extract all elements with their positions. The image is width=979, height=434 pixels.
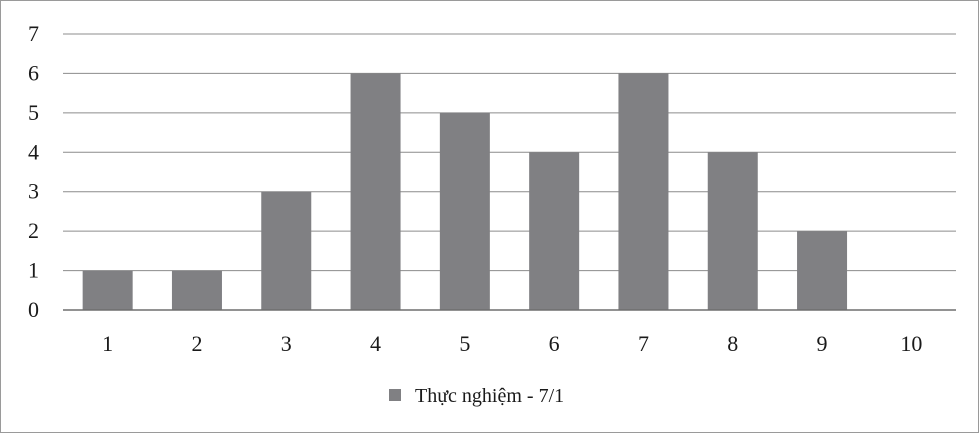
legend-label: Thực nghiệm - 7/1 — [415, 385, 564, 407]
bar — [261, 191, 312, 310]
bar — [707, 152, 758, 310]
bar — [797, 231, 848, 310]
x-tick-label: 3 — [281, 331, 292, 356]
bar — [171, 270, 222, 310]
bar — [529, 152, 580, 310]
y-tick-label: 1 — [28, 258, 39, 283]
x-tick-label: 10 — [900, 331, 922, 356]
x-tick-label: 4 — [370, 331, 381, 356]
x-tick-label: 5 — [459, 331, 470, 356]
y-tick-label: 0 — [28, 297, 39, 322]
y-tick-label: 3 — [28, 179, 39, 204]
bar — [82, 270, 133, 310]
y-tick-label: 7 — [28, 21, 39, 46]
bar — [618, 73, 669, 311]
x-tick-label: 2 — [191, 331, 202, 356]
y-tick-label: 2 — [28, 218, 39, 243]
y-tick-label: 6 — [28, 60, 39, 85]
x-tick-label: 9 — [817, 331, 828, 356]
y-tick-label: 5 — [28, 100, 39, 125]
x-tick-label: 8 — [727, 331, 738, 356]
y-tick-label: 4 — [28, 139, 39, 164]
x-tick-label: 7 — [638, 331, 649, 356]
gridlines — [63, 33, 956, 272]
legend: Thực nghiệm - 7/1 — [389, 385, 564, 407]
bar — [439, 112, 490, 310]
legend-swatch — [389, 389, 401, 401]
x-tick-labels: 1 2 3 4 5 6 7 8 9 10 — [102, 331, 922, 356]
x-tick-label: 1 — [102, 331, 113, 356]
bar — [350, 73, 401, 311]
bars — [82, 73, 848, 311]
x-tick-label: 6 — [549, 331, 560, 356]
y-tick-labels: 0 1 2 3 4 5 6 7 — [28, 21, 39, 322]
